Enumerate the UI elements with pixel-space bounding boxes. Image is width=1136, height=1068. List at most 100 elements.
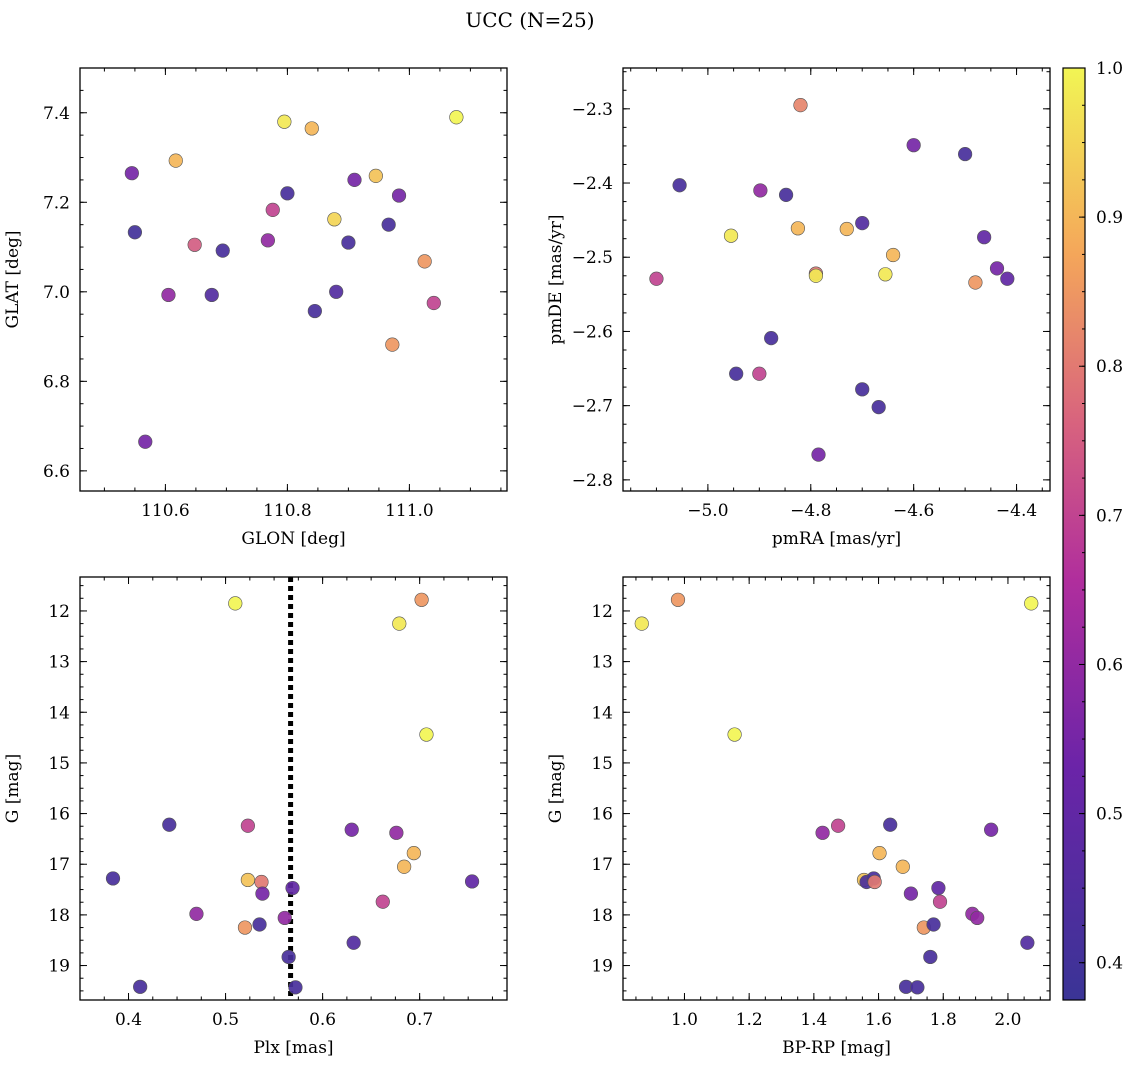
data-point	[753, 183, 768, 198]
data-point	[426, 295, 441, 311]
data-point	[871, 400, 886, 415]
x-tick-label: 1.8	[930, 1010, 957, 1030]
data-point	[368, 168, 383, 183]
data-point	[281, 949, 296, 965]
data-point	[932, 894, 948, 909]
data-point	[161, 287, 176, 303]
data-point	[344, 822, 359, 837]
data-point	[855, 216, 870, 231]
data-point	[375, 894, 390, 909]
data-point	[923, 949, 938, 965]
colorbar-tick-label: 0.5	[1096, 805, 1123, 825]
data-point	[162, 817, 177, 832]
data-point	[1000, 271, 1015, 286]
data-point	[811, 447, 826, 462]
plot-frame	[622, 576, 1051, 1001]
colorbar-tick-label: 0.7	[1096, 506, 1123, 526]
data-point	[989, 261, 1005, 276]
data-point	[127, 225, 142, 240]
data-point	[764, 331, 779, 346]
data-point	[808, 268, 824, 283]
data-point	[346, 935, 361, 950]
data-point	[419, 727, 434, 742]
data-point	[839, 221, 854, 237]
data-point	[958, 146, 973, 162]
y-tick-label: 7.2	[43, 193, 70, 213]
y-tick-label: 17	[48, 855, 70, 875]
x-axis-label: GLON [deg]	[241, 529, 345, 549]
data-point	[381, 217, 396, 232]
x-tick-label: 110.6	[141, 501, 190, 521]
colorbar-tick-label: 0.8	[1096, 357, 1123, 377]
data-point	[790, 221, 806, 236]
data-point	[252, 917, 267, 932]
panel-top-left: 110.6 110.8 111.0 6.6 6.8 7.0 7.2 7.4 GLON [deg]…	[3, 67, 508, 549]
data-point	[855, 382, 870, 397]
data-point	[903, 886, 919, 901]
figure-title: UCC (N=25)	[465, 8, 594, 32]
y-tick-label: 18	[591, 906, 613, 926]
data-point	[255, 886, 270, 901]
data-point	[752, 366, 767, 381]
data-point	[260, 233, 275, 248]
data-point	[723, 228, 739, 243]
data-point	[240, 818, 255, 833]
data-point	[329, 284, 344, 299]
data-point	[872, 845, 887, 861]
data-point	[385, 337, 400, 352]
y-tick-label: 18	[48, 906, 70, 926]
data-point	[277, 910, 292, 926]
data-point	[831, 818, 846, 833]
data-point	[277, 114, 292, 129]
data-point	[138, 434, 153, 449]
y-tick-label: 15	[591, 754, 613, 774]
y-tick-label: 12	[591, 602, 613, 622]
plot-frame	[79, 67, 508, 492]
data-point	[910, 980, 925, 995]
data-point	[649, 271, 664, 286]
data-point	[124, 166, 139, 181]
data-point	[672, 178, 687, 193]
y-tick-label: 7.0	[43, 283, 70, 303]
data-point	[815, 825, 830, 840]
x-tick-label: −4.4	[996, 501, 1037, 521]
y-tick-label: 17	[591, 855, 613, 875]
y-tick-label: 6.8	[43, 372, 70, 392]
data-point	[670, 592, 686, 607]
colorbar-tick-label: 0.4	[1096, 954, 1123, 974]
data-point	[265, 202, 280, 217]
data-point	[727, 727, 742, 742]
data-point	[280, 186, 295, 201]
y-tick-label: 12	[48, 602, 70, 622]
data-point	[133, 979, 148, 994]
y-axis-label: G [mag]	[3, 754, 23, 823]
x-tick-label: −4.8	[790, 501, 831, 521]
data-point	[105, 871, 121, 886]
x-axis-label: BP-RP [mag]	[782, 1038, 891, 1058]
y-tick-label: 14	[48, 703, 70, 723]
data-point	[389, 825, 404, 840]
y-tick-label: 19	[48, 957, 70, 977]
y-tick-label: −2.3	[572, 100, 613, 120]
data-point	[240, 872, 255, 888]
y-tick-label: 14	[591, 703, 613, 723]
data-point	[285, 880, 300, 896]
y-tick-label: −2.6	[572, 322, 613, 342]
data-point	[215, 243, 230, 258]
data-point	[307, 303, 322, 319]
y-tick-label: −2.8	[572, 471, 613, 491]
x-tick-label: 1.2	[736, 1010, 763, 1030]
data-point	[228, 596, 243, 611]
data-point	[634, 616, 649, 631]
data-point	[204, 287, 219, 303]
data-point	[1020, 935, 1035, 950]
data-point	[449, 110, 464, 125]
x-tick-label: 1.4	[800, 1010, 827, 1030]
data-point	[729, 366, 744, 381]
y-tick-label: −2.7	[572, 397, 613, 417]
x-tick-label: 1.6	[865, 1010, 892, 1030]
y-tick-label: 19	[591, 957, 613, 977]
panel-top-right: −5.0 −4.8 −4.6 −4.4 −2.3 −2.4 −2.5 −2.6 −2.7 −2.8…	[546, 67, 1051, 549]
x-axis-label: pmRA [mas/yr]	[772, 529, 901, 549]
